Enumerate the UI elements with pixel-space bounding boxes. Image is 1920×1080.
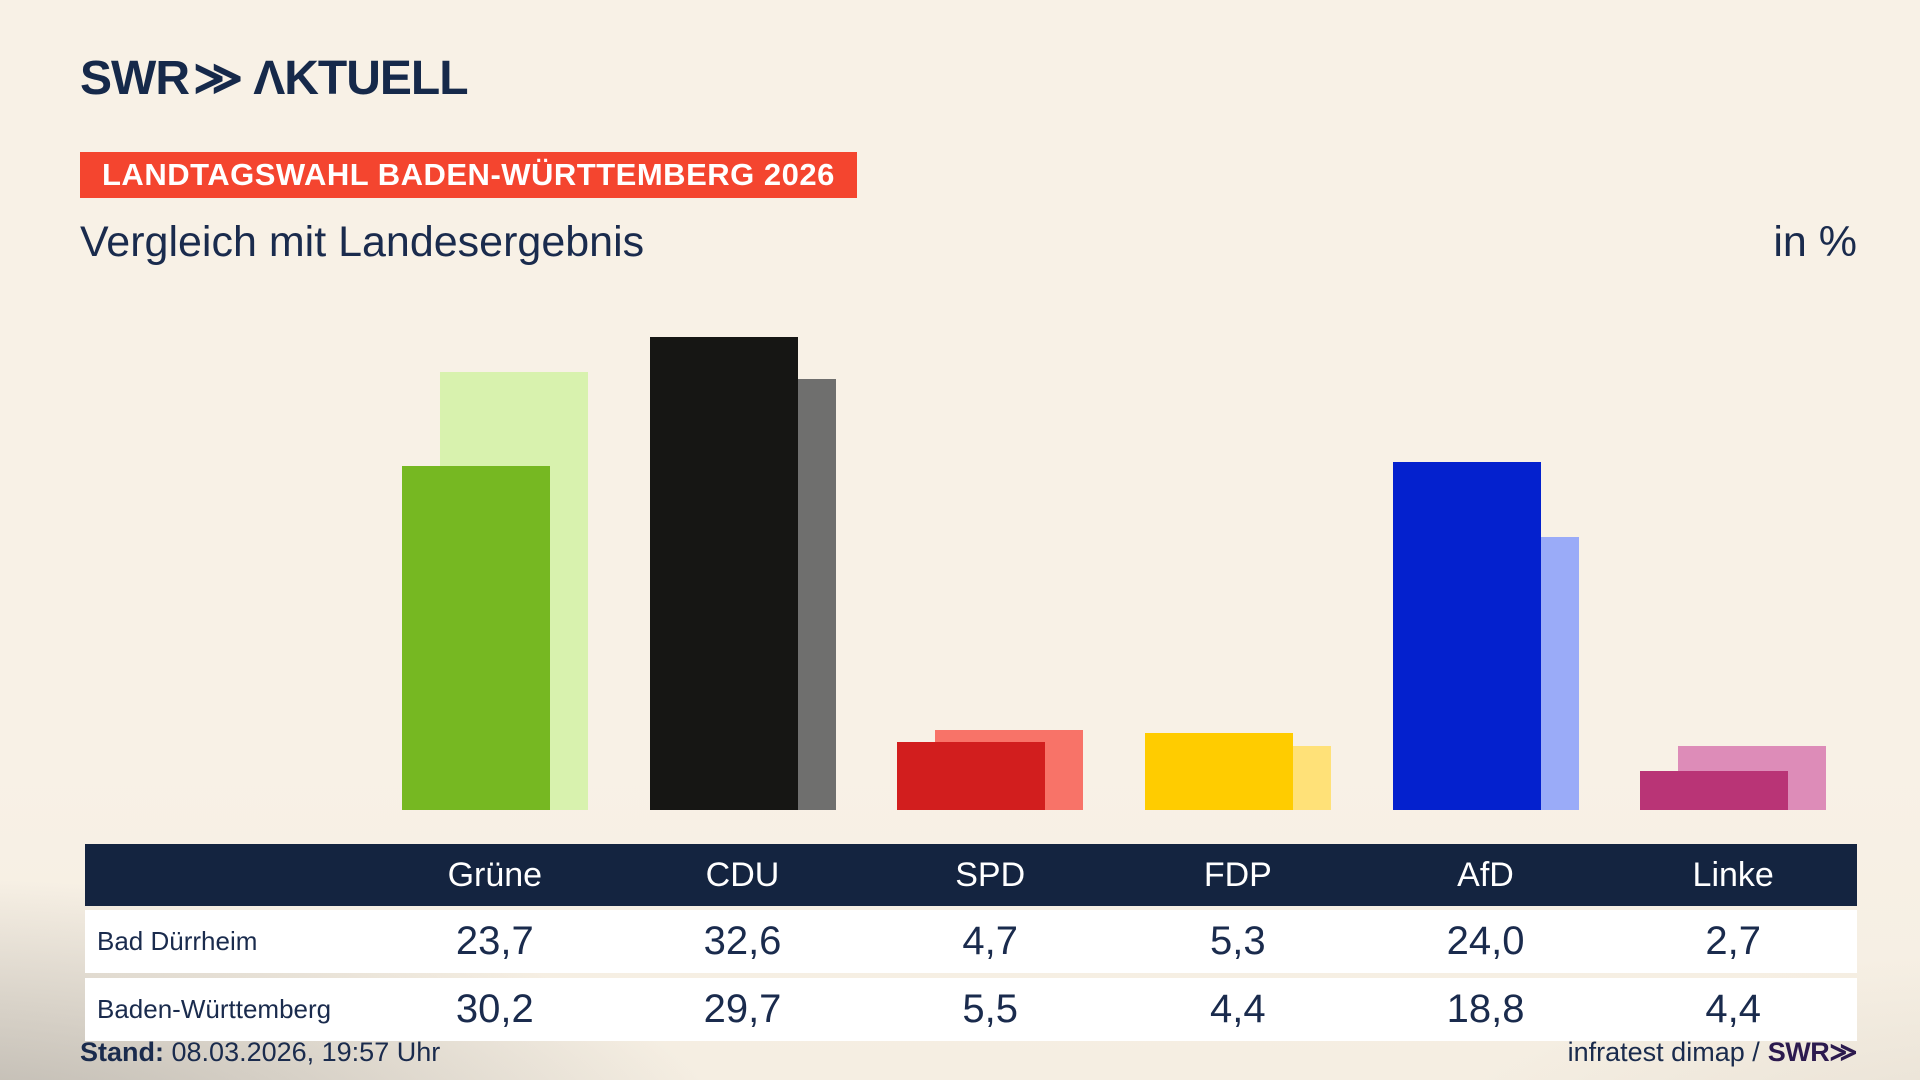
value-baden-wuerttemberg-afd: 18,8 <box>1446 987 1525 1031</box>
value-baden-wuerttemberg-spd: 5,5 <box>962 987 1018 1031</box>
value-baden-wuerttemberg-fdp: 4,4 <box>1210 987 1266 1031</box>
table-row-bad-duerrheim: Bad Dürrheim 23,7 32,6 4,7 5,3 24,0 2,7 <box>85 910 1857 973</box>
logo-brand: SWR <box>80 52 190 105</box>
double-chevron-icon: ≫ <box>192 52 243 105</box>
value-baden-wuerttemberg-cdu: 29,7 <box>703 987 782 1031</box>
bar-bad-duerrheim-fdp <box>1144 733 1293 810</box>
logo-word: ΛKTUELL <box>253 52 468 105</box>
column-header-fdp: FDP <box>1203 855 1272 894</box>
source-text: infratest dimap / <box>1567 1037 1760 1067</box>
bar-bad-duerrheim-cdu <box>649 337 798 810</box>
timestamp: Stand: 08.03.2026, 19:57 Uhr <box>80 1037 440 1068</box>
value-baden-wuerttemberg-linke: 4,4 <box>1705 987 1761 1031</box>
column-header-gruene: Grüne <box>447 855 543 894</box>
value-bad-duerrheim-afd: 24,0 <box>1446 919 1525 963</box>
column-header-cdu: CDU <box>705 855 780 894</box>
column-header-afd: AfD <box>1457 855 1514 894</box>
chart-title: Vergleich mit Landesergebnis <box>80 218 645 266</box>
grouped-bar-chart <box>401 337 1827 810</box>
value-bad-duerrheim-spd: 4,7 <box>962 919 1018 963</box>
swr-logo-small: SWR≫ <box>1767 1037 1858 1067</box>
value-bad-duerrheim-gruene: 23,7 <box>455 919 534 963</box>
value-baden-wuerttemberg-gruene: 30,2 <box>455 987 534 1031</box>
column-header-linke: Linke <box>1692 855 1774 894</box>
value-bad-duerrheim-linke: 2,7 <box>1705 919 1761 963</box>
stand-label: Stand: <box>80 1037 164 1067</box>
value-bad-duerrheim-cdu: 32,6 <box>703 919 782 963</box>
unit-label: in % <box>1773 218 1857 266</box>
bar-bad-duerrheim-gruene <box>401 466 550 810</box>
swr-aktuell-logo: SWR≫ ΛKTUELL <box>80 50 469 106</box>
column-header-spd: SPD <box>955 855 1026 894</box>
value-bad-duerrheim-fdp: 5,3 <box>1210 919 1266 963</box>
footer: Stand: 08.03.2026, 19:57 Uhr infratest d… <box>80 1037 1858 1068</box>
table-row-baden-wuerttemberg: Baden-Württemberg 30,2 29,7 5,5 4,4 18,8 4,4 <box>85 978 1857 1041</box>
source-credit: infratest dimap / SWR≫ <box>1567 1037 1858 1068</box>
bar-bad-duerrheim-spd <box>897 741 1046 810</box>
results-table: Grüne CDU SPD FDP AfD Linke Bad Dürrheim 23,7 32… <box>85 844 1857 1046</box>
row-label-bad-duerrheim: Bad Dürrheim <box>97 926 258 956</box>
row-label-baden-wuerttemberg: Baden-Württemberg <box>97 994 332 1024</box>
stand-value: 08.03.2026, 19:57 Uhr <box>171 1037 441 1067</box>
election-banner: LANDTAGSWAHL BADEN-WÜRTTEMBERG 2026 <box>80 152 857 198</box>
title-row: Vergleich mit Landesergebnis in % <box>80 218 1857 267</box>
table-header-row: Grüne CDU SPD FDP AfD Linke <box>85 844 1857 906</box>
bar-bad-duerrheim-linke <box>1640 770 1789 810</box>
bar-bad-duerrheim-afd <box>1392 462 1541 810</box>
